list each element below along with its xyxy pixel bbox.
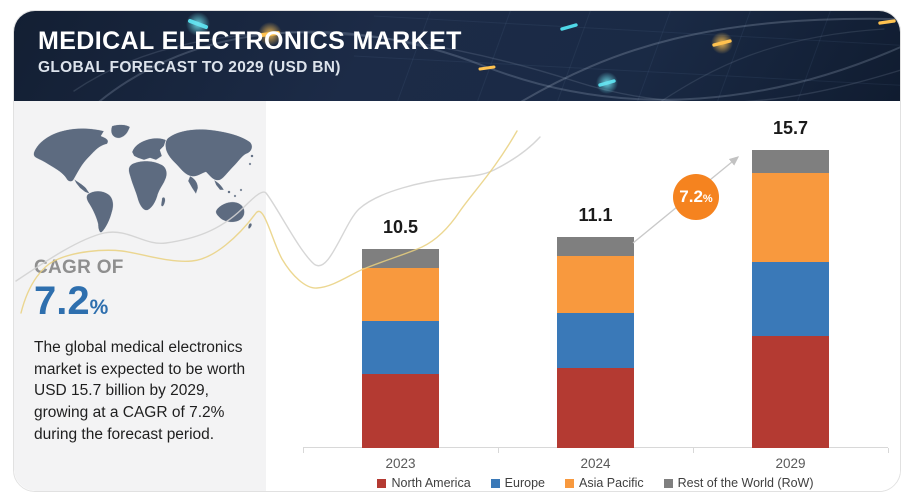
bar-total-label: 15.7 — [772, 117, 809, 138]
cagr-badge: 7.2% — [673, 174, 719, 220]
bar-total-label: 10.5 — [382, 216, 419, 237]
header-network-decoration — [73, 11, 900, 101]
category-labels: 2023 2024 2029 — [303, 456, 888, 471]
stacked-bar-chart: 10.5 11.1 15.7 2023 2024 2029 North America E… — [266, 101, 900, 491]
axis-tick — [693, 448, 694, 453]
segment-rest-of-the-world-row- — [557, 237, 634, 257]
segment-north-america — [362, 373, 439, 448]
legend-item-asia-pacific: Asia Pacific — [564, 476, 644, 490]
segment-north-america — [752, 335, 829, 448]
segment-asia-pacific — [752, 172, 829, 262]
bar-2023: 10.5 — [362, 217, 439, 448]
header-banner: MEDICAL ELECTRONICS MARKET GLOBAL FORECA… — [14, 11, 900, 101]
segment-north-america — [557, 368, 634, 448]
segment-rest-of-the-world-row- — [752, 149, 829, 173]
cagr-unit: % — [89, 296, 109, 319]
legend-swatch-icon — [663, 478, 673, 488]
segment-asia-pacific — [362, 267, 439, 321]
legend-label: Asia Pacific — [578, 476, 644, 490]
world-map — [28, 121, 258, 241]
legend-swatch-icon — [564, 478, 574, 488]
legend-label: Europe — [504, 476, 545, 490]
summary-panel: CAGR OF 7.2% The global medical electron… — [14, 101, 266, 491]
bar-2024: 11.1 — [557, 205, 634, 448]
world-map-graphic — [33, 124, 254, 233]
legend-label: Rest of the World (RoW) — [677, 476, 814, 490]
segment-europe — [362, 320, 439, 374]
legend-item-rest-of-the-world-row-: Rest of the World (RoW) — [663, 476, 814, 490]
axis-tick — [498, 448, 499, 453]
legend-swatch-icon — [377, 478, 387, 488]
cagr-value: 7.2% — [34, 279, 109, 323]
page-subtitle: GLOBAL FORECAST TO 2029 (USD BN) — [38, 58, 341, 76]
market-description: The global medical electronics market is… — [34, 339, 246, 443]
segment-asia-pacific — [557, 256, 634, 314]
legend-swatch-icon — [490, 478, 500, 488]
chart-legend: North America Europe Asia Pacific Rest of t… — [303, 476, 888, 490]
legend-label: North America — [391, 476, 471, 490]
cagr-label: CAGR OF — [34, 257, 124, 278]
axis-tick — [303, 448, 304, 453]
category-label-2023: 2023 — [385, 456, 416, 471]
axis-tick — [888, 448, 889, 453]
legend-item-north-america: North America — [377, 476, 471, 490]
bars-container: 10.5 11.1 15.7 — [266, 101, 900, 491]
page-title: MEDICAL ELECTRONICS MARKET — [38, 27, 462, 55]
cagr-badge-value: 7.2 — [679, 187, 703, 206]
legend-item-europe: Europe — [490, 476, 545, 490]
content-area: CAGR OF 7.2% The global medical electron… — [14, 101, 900, 491]
segment-europe — [557, 313, 634, 369]
bar-2029: 15.7 — [752, 118, 829, 448]
segment-rest-of-the-world-row- — [362, 248, 439, 268]
category-label-2029: 2029 — [775, 456, 806, 471]
infographic-card: MEDICAL ELECTRONICS MARKET GLOBAL FORECA… — [13, 10, 901, 492]
segment-europe — [752, 261, 829, 336]
cagr-callout: CAGR OF 7.2% — [34, 257, 124, 321]
category-label-2024: 2024 — [580, 456, 611, 471]
cagr-badge-unit: % — [702, 193, 713, 205]
bar-total-label: 11.1 — [578, 205, 613, 226]
